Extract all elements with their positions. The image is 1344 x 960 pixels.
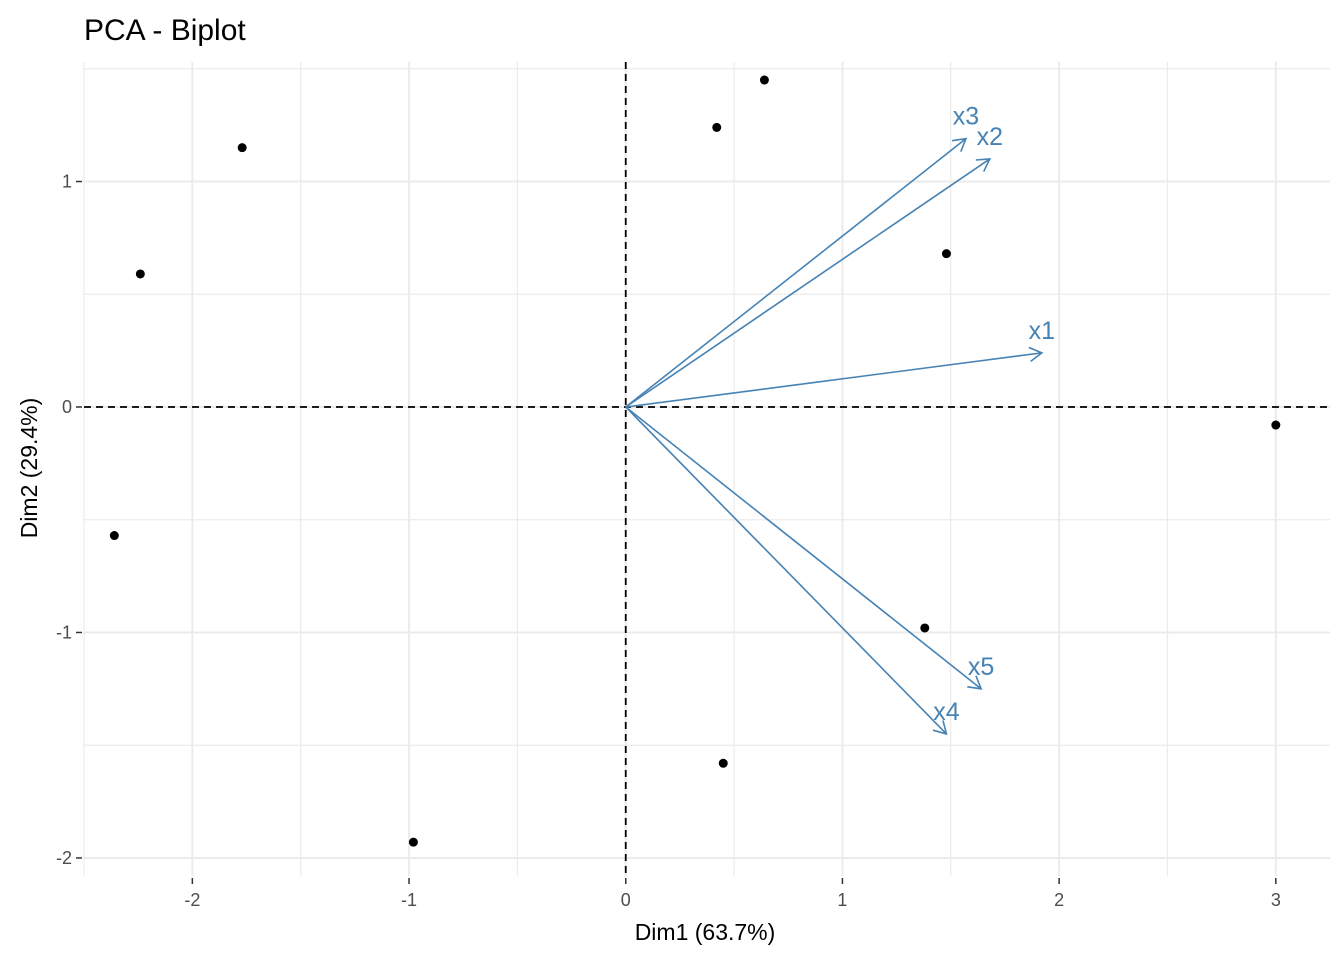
variable-label-x1: x1 bbox=[1029, 317, 1055, 345]
y-tick-label: 1 bbox=[62, 172, 72, 192]
variable-label-x4: x4 bbox=[933, 698, 960, 726]
variable-arrow-x1 bbox=[625, 352, 1042, 408]
data-point bbox=[759, 75, 769, 85]
data-point bbox=[920, 623, 930, 633]
x-tick-label: 2 bbox=[1054, 890, 1064, 910]
x-tick-label: -1 bbox=[401, 890, 417, 910]
x-tick-label: -2 bbox=[184, 890, 200, 910]
x-tick-label: 3 bbox=[1271, 890, 1281, 910]
data-point bbox=[718, 758, 728, 768]
y-tick-label: -2 bbox=[56, 848, 72, 868]
variable-arrow-x4 bbox=[625, 406, 948, 735]
data-point bbox=[237, 143, 247, 153]
variable-label-x2: x2 bbox=[977, 123, 1003, 151]
zero-lines bbox=[84, 62, 1330, 876]
variable-arrow-x5 bbox=[625, 406, 982, 690]
data-point bbox=[109, 531, 119, 541]
grid bbox=[83, 62, 1330, 876]
chart-title: PCA - Biplot bbox=[84, 14, 246, 47]
y-tick-label: 0 bbox=[62, 397, 72, 417]
arrowhead-x5 bbox=[967, 675, 983, 690]
x-axis-ticks: -2 -1 0 1 2 3 bbox=[184, 878, 1281, 910]
variable-label-x3: x3 bbox=[953, 103, 979, 131]
y-tick-label: -1 bbox=[56, 622, 72, 642]
data-point bbox=[1271, 420, 1281, 430]
data-point bbox=[941, 249, 951, 259]
arrowhead-x1 bbox=[1028, 346, 1044, 363]
x-tick-label: 1 bbox=[837, 890, 847, 910]
y-axis-title: Dim2 (29.4%) bbox=[16, 398, 42, 539]
variable-arrow-x3 bbox=[625, 138, 967, 408]
data-point bbox=[408, 837, 418, 847]
arrowhead-x2 bbox=[975, 158, 992, 172]
arrowhead-x3 bbox=[951, 137, 968, 152]
y-axis-ticks: -2 -1 0 1 bbox=[56, 172, 82, 868]
arrowhead-x4 bbox=[932, 720, 948, 736]
data-point bbox=[712, 122, 722, 132]
x-tick-label: 0 bbox=[621, 890, 631, 910]
individual-points bbox=[109, 75, 1281, 847]
x-axis-title: Dim1 (63.7%) bbox=[635, 919, 776, 945]
data-point bbox=[135, 269, 145, 279]
variable-label-x5: x5 bbox=[968, 653, 994, 681]
variable-arrow-x2 bbox=[625, 158, 991, 408]
